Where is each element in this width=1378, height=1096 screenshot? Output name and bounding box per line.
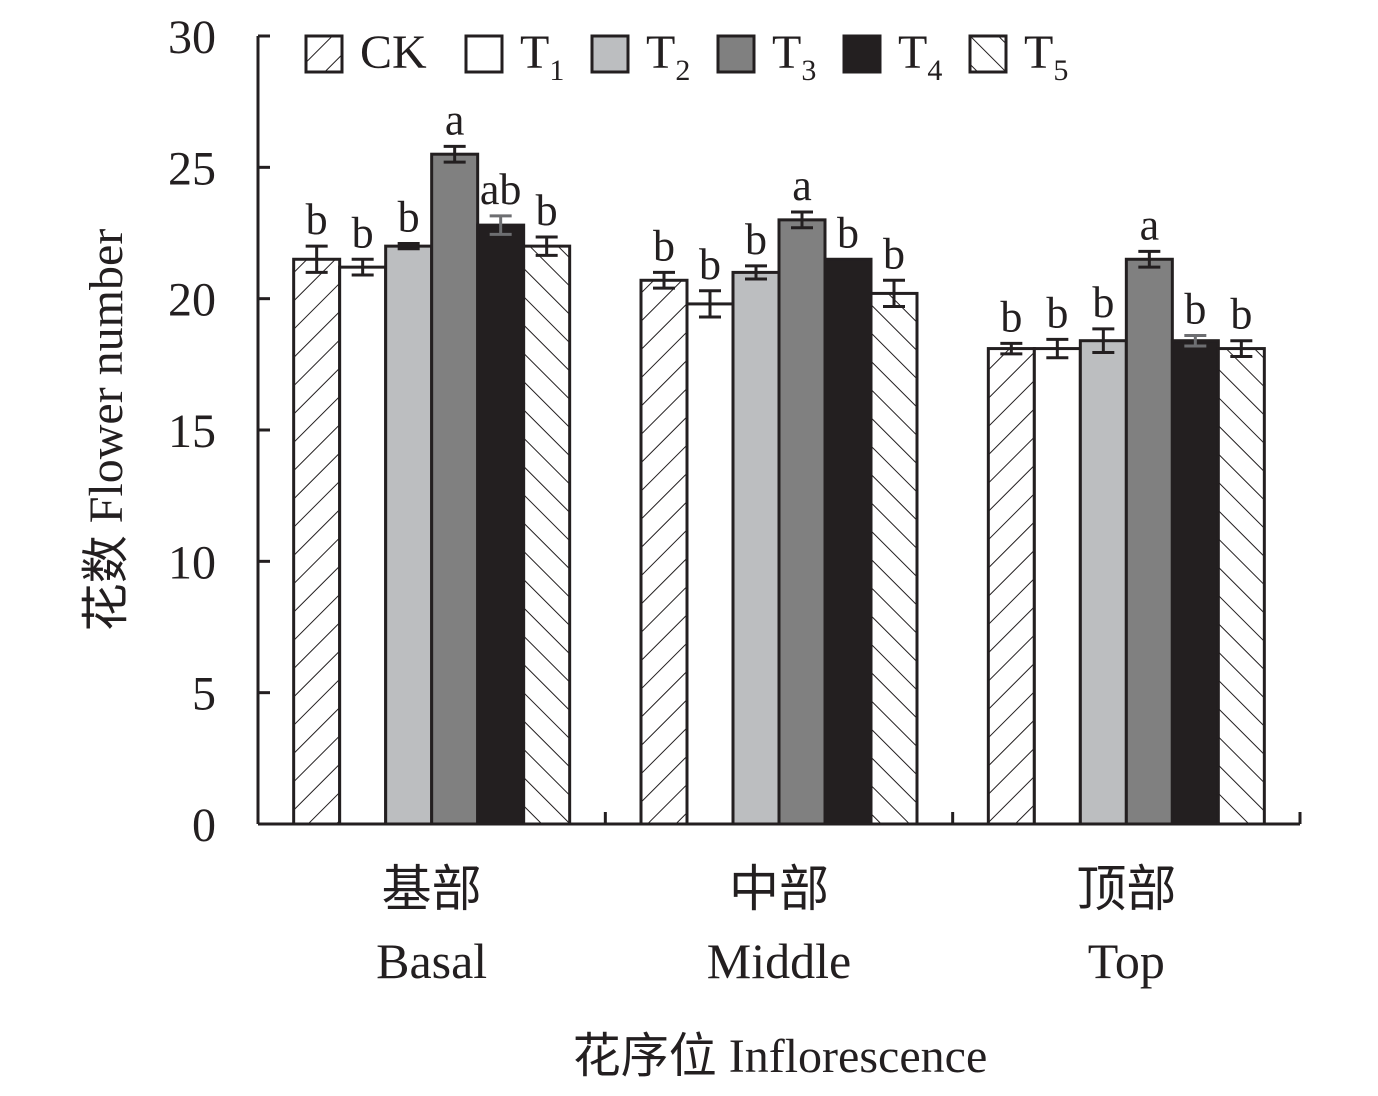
significance-letter: b [837,208,859,257]
significance-letter: b [745,215,767,264]
bar [777,218,827,826]
bar [430,152,480,826]
x-tick-label: 基部 [382,861,482,917]
bar [1078,339,1128,826]
bar [869,291,919,826]
bar [338,265,388,826]
legend-swatch [716,34,756,74]
significance-letter: b [1184,284,1206,333]
y-axis-label: 花数 Flower number [80,229,133,632]
legend-label: CK [360,26,427,79]
bar [476,223,526,826]
bar [522,244,572,826]
bars [292,152,1266,826]
bar [731,270,781,826]
y-tick-label: 25 [168,142,216,195]
significance-letter: b [352,208,374,257]
bar [1170,339,1220,826]
y-tick-label: 15 [168,405,216,458]
y-tick-label: 5 [192,668,216,721]
x-axis-label: 花序位 Inflorescence [573,1030,988,1083]
significance-letter: a [792,161,812,210]
legend-label: T2 [646,26,690,87]
significance-letter: b [306,195,328,244]
significance-letter: b [653,221,675,270]
axes: 0 5 10 15 20 25 30 基部 Basal 中部 Middle 顶部 Top [168,11,1302,989]
x-tick-label: Middle [707,933,851,989]
legend-swatch [968,34,1008,74]
legend-label: T5 [1024,26,1068,87]
x-tick-label: Basal [376,933,487,989]
y-tick-label: 30 [168,11,216,64]
legend-swatch [590,34,630,74]
significance-letter: a [1140,200,1160,249]
bar [986,347,1036,826]
bar [685,302,735,826]
legend-swatch [842,34,882,74]
y-tick-label: 0 [192,799,216,852]
x-tick-label: 顶部 [1076,861,1176,917]
significance-letter: b [1230,290,1252,339]
x-tick-label: 中部 [729,861,829,917]
significance-letter: a [445,95,465,144]
bar [1216,347,1266,826]
y-tick-label: 20 [168,274,216,327]
significance-letter: b [1000,292,1022,341]
legend-swatch [304,34,344,74]
legend-label: T4 [898,26,942,87]
significance-letter: b [883,229,905,278]
legend: CK T1 T2 T3 T4 T5 [304,26,1068,87]
axis-labels: 花数 Flower number 花序位 Inflorescence [80,229,987,1083]
x-tick-label: Top [1088,933,1165,989]
legend-swatch [464,34,504,74]
bar [1124,257,1174,826]
significance-letter: b [536,186,558,235]
significance-letter: b [1046,288,1068,337]
legend-label: T1 [520,26,564,87]
bar [823,257,873,826]
bar [292,257,342,826]
bar [1032,347,1082,826]
significance-letter: b [1092,278,1114,327]
significance-letter: b [699,240,721,289]
legend-label: T3 [772,26,816,87]
bar [384,244,434,826]
error-bars [305,144,1253,360]
bar [639,278,689,826]
significance-letter: ab [480,165,522,214]
y-tick-label: 10 [168,536,216,589]
significance-letter: b [398,193,420,242]
